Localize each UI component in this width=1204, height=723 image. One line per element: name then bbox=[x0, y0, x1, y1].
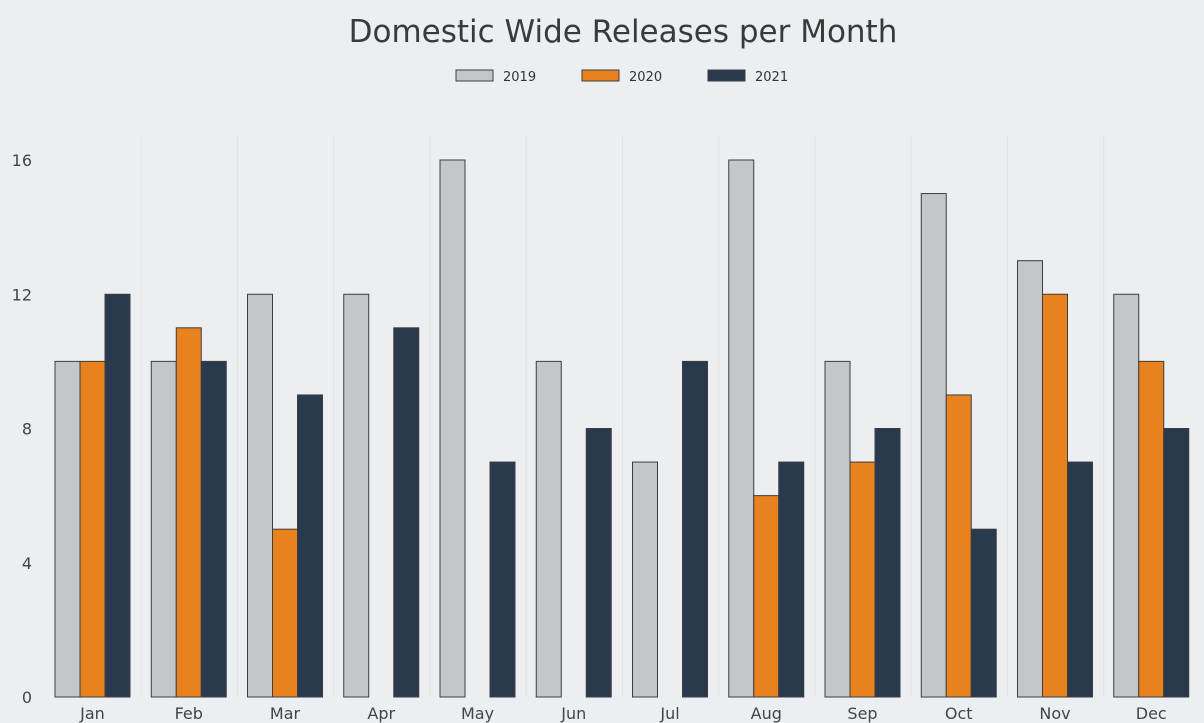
legend-swatch-2020 bbox=[581, 69, 620, 82]
bar-2021-oct bbox=[970, 528, 997, 698]
bar-2020-aug bbox=[753, 495, 780, 698]
bar-2019-nov bbox=[1017, 260, 1043, 698]
bar-2019-jun bbox=[535, 360, 562, 698]
legend: 2019 2020 2021 bbox=[455, 69, 788, 85]
bar-2020-sep bbox=[849, 461, 876, 698]
bar-2021-jun bbox=[585, 428, 612, 698]
bar-2019-jan bbox=[54, 360, 81, 698]
chart-title: Domestic Wide Releases per Month bbox=[349, 14, 898, 50]
bar-2021-aug bbox=[778, 461, 805, 698]
bar-2021-dec bbox=[1163, 428, 1190, 698]
bar-2021-jan bbox=[104, 293, 131, 698]
legend-label-2019: 2019 bbox=[503, 70, 536, 85]
bar-2020-mar bbox=[272, 528, 298, 698]
y-tick-label: 4 bbox=[22, 554, 32, 573]
y-tick-label: 8 bbox=[22, 420, 32, 439]
legend-label-2021: 2021 bbox=[755, 70, 788, 85]
legend-swatch-2019 bbox=[455, 69, 494, 82]
x-tick-label: Apr bbox=[367, 704, 395, 723]
legend-label-2020: 2020 bbox=[629, 70, 662, 85]
bar-2021-feb bbox=[200, 360, 227, 698]
bar-2021-mar bbox=[297, 394, 323, 698]
bar-2020-dec bbox=[1138, 360, 1165, 698]
x-tick-label: Jul bbox=[659, 704, 679, 723]
x-tick-label: Mar bbox=[270, 704, 301, 723]
x-tick-label: Oct bbox=[945, 704, 973, 723]
bar-2019-feb bbox=[150, 360, 177, 698]
x-tick-label: Dec bbox=[1136, 704, 1167, 723]
x-tick-label: May bbox=[461, 704, 494, 723]
x-axis: Jan Feb Mar Apr May Jun Jul Aug Sep Oct Nov Dec bbox=[79, 704, 1167, 723]
legend-swatch-2021 bbox=[707, 69, 746, 82]
bar-2021-sep bbox=[874, 428, 901, 698]
bar-2019-mar bbox=[247, 293, 273, 698]
y-tick-label: 16 bbox=[12, 151, 32, 170]
bar-2019-aug bbox=[728, 159, 755, 698]
bar-2021-nov bbox=[1067, 461, 1093, 698]
bar-2021-may bbox=[489, 461, 516, 698]
bar-2020-oct bbox=[945, 394, 972, 698]
x-tick-label: Aug bbox=[751, 704, 782, 723]
bar-2019-apr bbox=[343, 293, 370, 698]
y-tick-label: 12 bbox=[12, 285, 32, 304]
y-tick-label: 0 bbox=[22, 688, 32, 707]
bar-2019-dec bbox=[1113, 293, 1140, 698]
x-tick-label: Jan bbox=[79, 704, 105, 723]
x-tick-label: Feb bbox=[175, 704, 203, 723]
x-tick-label: Jun bbox=[560, 704, 586, 723]
x-tick-label: Nov bbox=[1039, 704, 1070, 723]
x-tick-label: Sep bbox=[847, 704, 877, 723]
bar-2020-jan bbox=[79, 360, 106, 698]
bar-2019-may bbox=[439, 159, 466, 698]
bar-2021-jul bbox=[682, 360, 708, 698]
bars bbox=[54, 159, 1190, 698]
bar-2019-sep bbox=[824, 360, 851, 698]
bar-2019-oct bbox=[920, 193, 947, 698]
bar-2020-feb bbox=[175, 327, 202, 698]
y-axis: 0 4 8 12 16 bbox=[12, 151, 32, 707]
bar-2020-nov bbox=[1042, 293, 1068, 698]
bar-2019-jul bbox=[632, 461, 658, 698]
grid-lines bbox=[140, 135, 1105, 697]
bar-2021-apr bbox=[393, 327, 420, 698]
